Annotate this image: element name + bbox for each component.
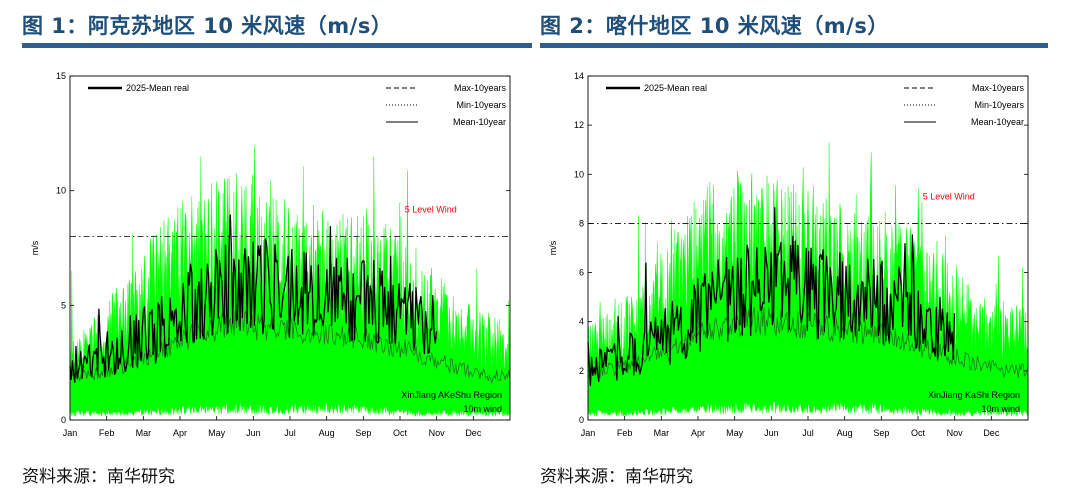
legend-label-min-10years: Min-10years <box>456 100 506 110</box>
y-tick-label: 6 <box>579 268 584 278</box>
figure-1-title-rule <box>22 43 532 48</box>
y-tick-label: 8 <box>579 218 584 228</box>
y-axis-label: m/s <box>30 240 40 255</box>
range-band-10years <box>69 146 511 418</box>
x-tick-label: Sep <box>355 428 371 438</box>
x-tick-label: Jan <box>63 428 78 438</box>
figure-2-title: 图 2：喀什地区 10 米风速（m/s） <box>540 14 889 38</box>
x-tick-label: Jun <box>764 428 779 438</box>
figure-1-chart: 5 Level Wind 0 5 10 15 m/s Jan Feb Mar Apr May Jun J… <box>30 71 511 438</box>
region-label: XinJiang KaShi Region <box>928 390 1020 400</box>
y-tick-label: 15 <box>56 71 66 81</box>
series-2025-mean-real <box>587 206 956 387</box>
legend-label-2025-mean-real: 2025-Mean real <box>126 83 189 93</box>
x-tick-label: Oct <box>911 428 926 438</box>
legend-label-max-10years: Max-10years <box>454 83 507 93</box>
x-tick-label: Jul <box>284 428 296 438</box>
y-tick-label: 0 <box>579 415 584 425</box>
legend-label-min-10years: Min-10years <box>974 100 1024 110</box>
y-tick-label: 2 <box>579 366 584 376</box>
x-tick-label: Jan <box>581 428 596 438</box>
x-tick-label: Mar <box>136 428 152 438</box>
figure-2-title-rule <box>540 43 1048 48</box>
x-tick-label: Mar <box>654 428 670 438</box>
reference-line-label: 5 Level Wind <box>923 191 975 201</box>
y-tick-label: 5 <box>61 300 66 310</box>
y-axis-label: m/s <box>548 240 558 255</box>
x-tick-label: Jul <box>802 428 814 438</box>
x-tick-label: Aug <box>319 428 335 438</box>
figure-1-source: 资料来源：南华研究 <box>22 467 175 487</box>
x-tick-label: Apr <box>173 428 187 438</box>
x-tick-label: Dec <box>983 428 1000 438</box>
y-tick-label: 10 <box>574 169 584 179</box>
figure-2-chart: 5 Level Wind 0 2 4 6 8 10 12 14 m/s Jan Feb Mar Apr Ma… <box>548 71 1029 438</box>
region-label: XinJiang AKeShu Region <box>401 390 502 400</box>
legend-label-mean-10year: Mean-10year <box>971 117 1024 127</box>
region-sublabel: 10m wind <box>981 404 1020 414</box>
y-tick-label: 14 <box>574 71 584 81</box>
region-sublabel: 10m wind <box>463 404 502 414</box>
legend-label-max-10years: Max-10years <box>972 83 1025 93</box>
y-tick-label: 10 <box>56 186 66 196</box>
x-tick-label: May <box>726 428 744 438</box>
x-tick-label: Feb <box>617 428 633 438</box>
reference-line-label: 5 Level Wind <box>405 205 457 215</box>
x-tick-label: Nov <box>947 428 964 438</box>
x-tick-label: Sep <box>873 428 889 438</box>
figure-2-source: 资料来源：南华研究 <box>540 467 693 487</box>
y-tick-label: 0 <box>61 415 66 425</box>
figure-2-panel: 图 2：喀什地区 10 米风速（m/s） 5 Level Wind 0 2 4 6 8 10… <box>540 0 1060 493</box>
y-tick-label: 4 <box>579 317 584 327</box>
legend-label-2025-mean-real: 2025-Mean real <box>644 83 707 93</box>
legend-label-mean-10year: Mean-10year <box>453 117 506 127</box>
x-tick-label: Nov <box>429 428 446 438</box>
series-2025-mean-real <box>69 214 438 384</box>
figure-1-panel: 图 1：阿克苏地区 10 米风速（m/s） 5 Level Wind 0 5 10 15… <box>22 0 542 493</box>
x-tick-label: Dec <box>465 428 482 438</box>
x-tick-label: Oct <box>393 428 408 438</box>
x-tick-label: Feb <box>99 428 115 438</box>
figure-1-title: 图 1：阿克苏地区 10 米风速（m/s） <box>22 14 393 38</box>
x-tick-label: Aug <box>837 428 853 438</box>
x-tick-label: May <box>208 428 226 438</box>
x-tick-label: Apr <box>691 428 705 438</box>
x-tick-label: Jun <box>246 428 261 438</box>
y-tick-label: 12 <box>574 120 584 130</box>
